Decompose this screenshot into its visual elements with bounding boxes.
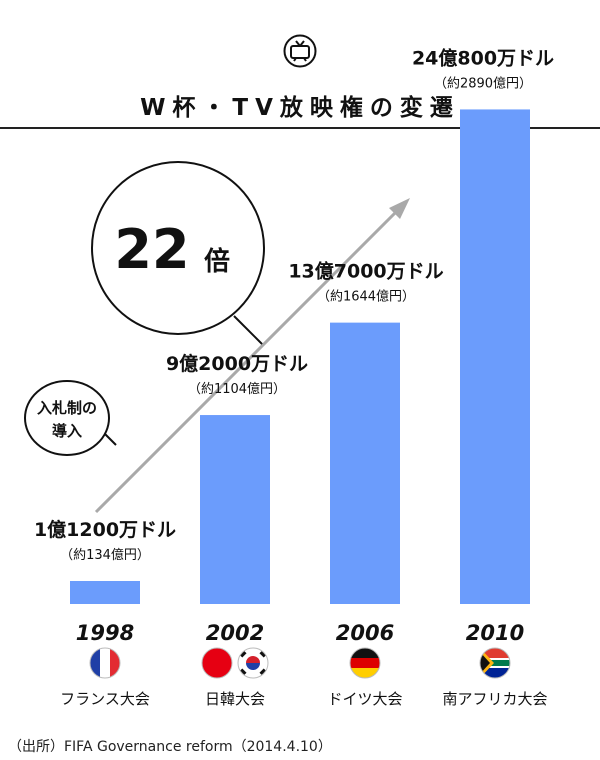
- flag-stripe-black: [350, 648, 380, 658]
- value-label-2010: 24億800万ドル: [412, 46, 554, 69]
- growth-arrow-line: [94, 204, 404, 514]
- flag-field: [202, 648, 232, 678]
- yen-label-2002: （約1104億円）: [188, 381, 286, 397]
- flag-taeguk-blue: [246, 663, 260, 670]
- year-label-2010: 2010: [466, 621, 524, 645]
- flag-germany: [349, 647, 381, 679]
- value-label-2006: 13億7000万ドル: [288, 260, 443, 283]
- flag-japan: [201, 647, 233, 679]
- flag-stripe-gold: [350, 668, 380, 678]
- tv-icon: [283, 34, 317, 68]
- auction-bubble: [24, 380, 110, 456]
- flag-france: [89, 647, 121, 679]
- flag-body: [350, 648, 380, 678]
- bar-2002: [200, 415, 270, 604]
- flag-body: [202, 648, 232, 678]
- bubble-pointer: [233, 315, 263, 345]
- chart-title: W杯・TV放映権の変遷: [140, 95, 460, 121]
- host-label-2002: 日韓大会: [205, 690, 265, 708]
- host-label-2010: 南アフリカ大会: [442, 690, 547, 708]
- flag-trigram: [239, 668, 247, 676]
- value-label-1998: 1億1200万ドル: [34, 518, 176, 541]
- flag-outline: [89, 647, 121, 679]
- auction-label-line1: 入札制の: [37, 399, 97, 417]
- value-label-2002: 9億2000万ドル: [166, 352, 308, 375]
- year-label-2002: 2002: [206, 621, 264, 645]
- flag-trigram: [259, 668, 267, 676]
- flag-trigram: [259, 650, 267, 658]
- growth-bubble: [91, 161, 265, 335]
- title-rule: [0, 127, 600, 129]
- flag-trigram: [239, 650, 247, 658]
- source-note: （出所）FIFA Governance reform（2014.4.10）: [8, 739, 332, 755]
- growth-number: 22: [114, 218, 189, 281]
- flag-body: [480, 648, 510, 678]
- flag-taeguk-red: [246, 656, 260, 663]
- bar-2006: [330, 322, 400, 604]
- bar-1998: [70, 580, 140, 604]
- host-label-1998: フランス大会: [60, 690, 150, 708]
- flag-stripe-red: [350, 658, 380, 668]
- yen-label-1998: （約134億円）: [60, 547, 150, 563]
- flag-south-africa: [479, 647, 511, 679]
- flag-outline: [479, 647, 511, 679]
- year-label-1998: 1998: [76, 621, 134, 645]
- flag-body: [238, 648, 268, 678]
- flag-stripe-white: [100, 648, 110, 678]
- flag-outline: [237, 647, 269, 679]
- flag-stripe-blue: [90, 648, 100, 678]
- growth-arrow-head: [389, 198, 410, 219]
- flag-korea: [237, 647, 269, 679]
- flag-stripe-red: [110, 648, 120, 678]
- flag-triangle-black: [480, 652, 490, 674]
- host-label-2006: ドイツ大会: [327, 690, 402, 708]
- bar-2010: [460, 109, 530, 605]
- flag-band-green: [480, 660, 510, 666]
- yen-label-2006: （約1644億円）: [317, 289, 415, 305]
- flag-outline: [349, 647, 381, 679]
- auction-label-line2: 導入: [52, 422, 82, 440]
- year-label-2006: 2006: [336, 621, 394, 645]
- flag-body: [90, 648, 120, 678]
- flag-outline: [201, 647, 233, 679]
- growth-unit: 倍: [204, 246, 230, 277]
- yen-label-2010: （約2890億円）: [434, 75, 532, 91]
